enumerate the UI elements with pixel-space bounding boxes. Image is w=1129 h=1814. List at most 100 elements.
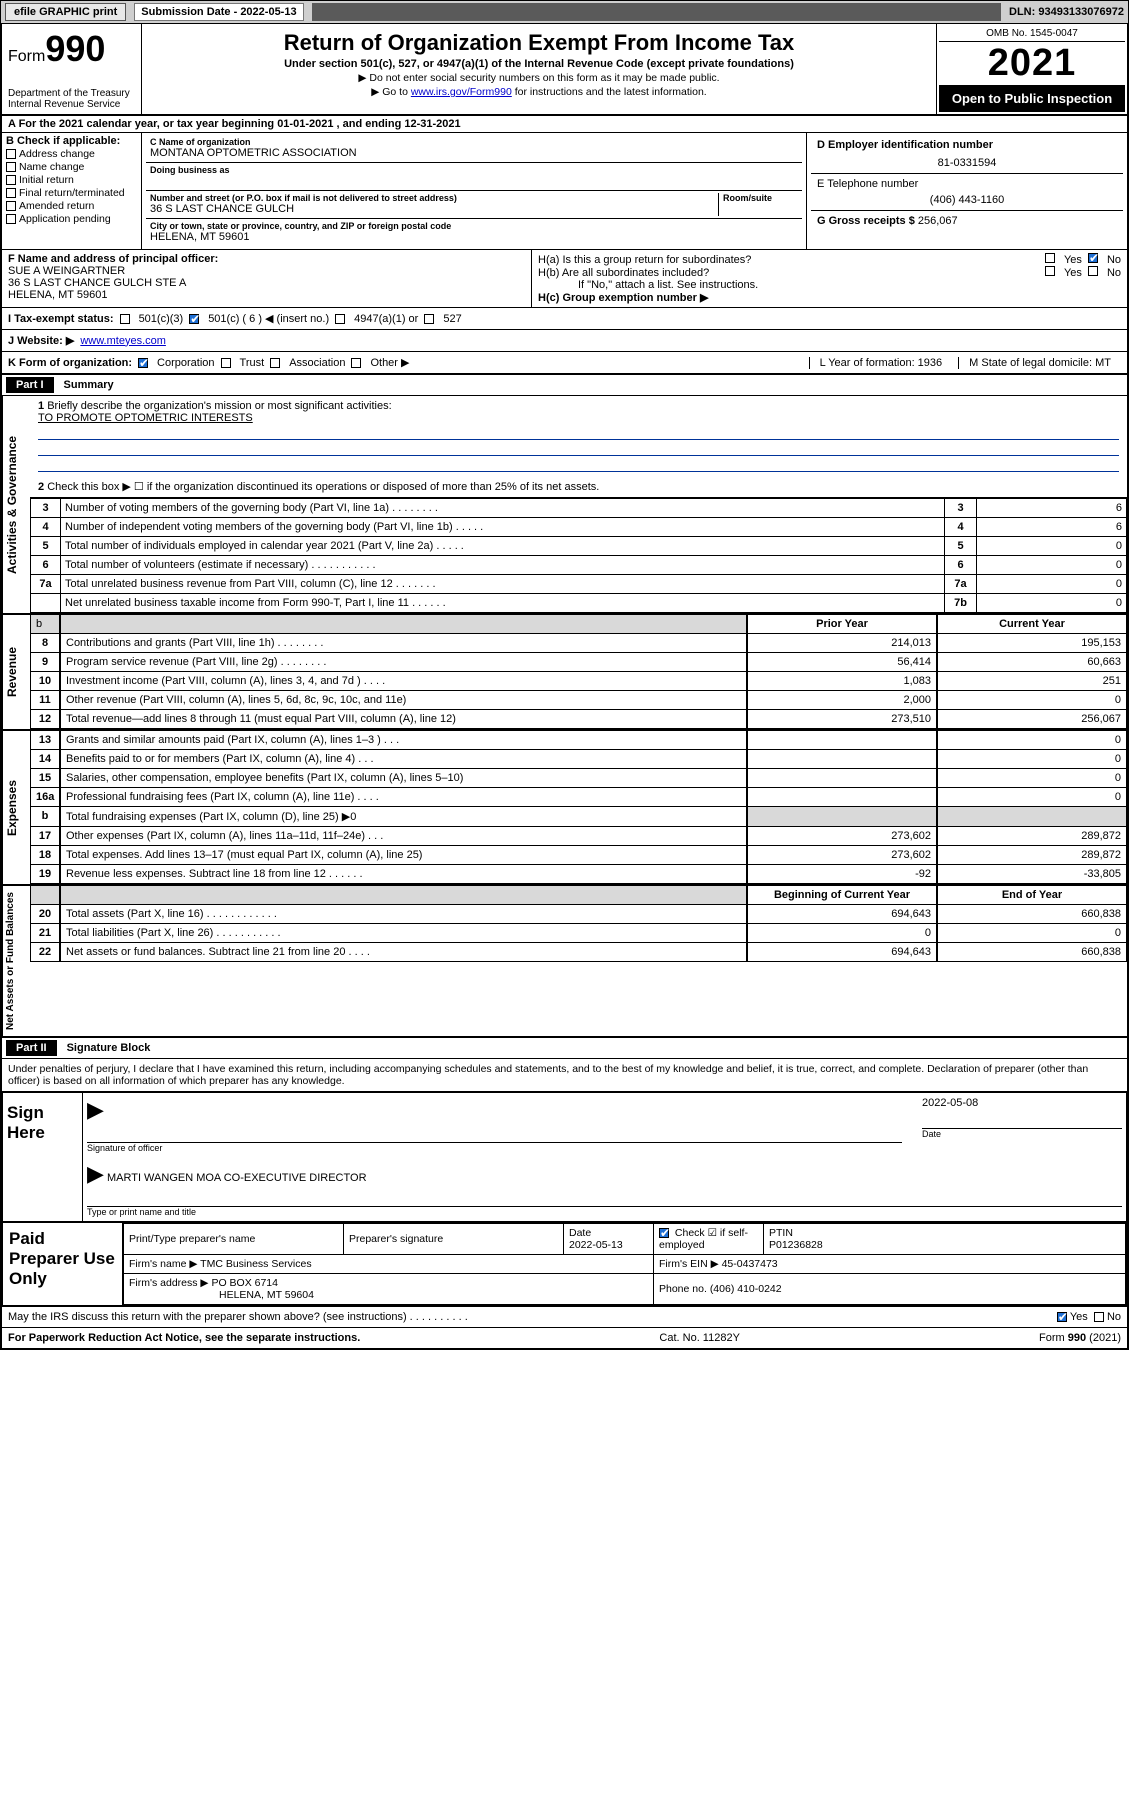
officer-typed-name: MARTI WANGEN MOA CO-EXECUTIVE DIRECTOR xyxy=(107,1172,367,1184)
part2-tag: Part II xyxy=(6,1040,57,1056)
self-emp-label: Check ☑ if self-employed xyxy=(659,1227,748,1251)
k-label: K Form of organization: xyxy=(8,357,132,369)
line1: 1 Briefly describe the organization's mi… xyxy=(30,396,1127,498)
uline3 xyxy=(38,458,1119,472)
ein-label: D Employer identification number xyxy=(817,139,1117,151)
signature-line[interactable] xyxy=(87,1123,902,1143)
efile-button[interactable]: efile GRAPHIC print xyxy=(5,3,126,21)
sub3-suffix: for instructions and the latest informat… xyxy=(512,86,707,98)
phone-value: (406) 443-1160 xyxy=(817,190,1117,206)
expenses-vlabel: Expenses xyxy=(2,731,30,884)
sig-date: 2022-05-08 xyxy=(922,1097,1122,1109)
street-label: Number and street (or P.O. box if mail i… xyxy=(150,193,718,203)
chk-initial[interactable]: Initial return xyxy=(6,174,137,186)
k-other[interactable] xyxy=(351,358,361,368)
discuss-yes[interactable] xyxy=(1057,1312,1067,1322)
box-f: F Name and address of principal officer:… xyxy=(2,250,532,307)
gov-row-7b: Net unrelated business taxable income fr… xyxy=(31,594,1127,613)
street: 36 S LAST CHANCE GULCH xyxy=(150,203,718,215)
ptin-value: P01236828 xyxy=(769,1239,823,1251)
spacer xyxy=(312,3,1001,21)
omb-number: OMB No. 1545-0047 xyxy=(939,26,1125,42)
chk-address[interactable]: Address change xyxy=(6,148,137,160)
exp-18: 18Total expenses. Add lines 13–17 (must … xyxy=(30,846,1127,865)
block-bcd: B Check if applicable: Address change Na… xyxy=(2,133,1127,250)
f-label: F Name and address of principal officer: xyxy=(8,253,525,265)
i-501c[interactable] xyxy=(189,314,199,324)
page-footer: For Paperwork Reduction Act Notice, see … xyxy=(2,1327,1127,1348)
part1-header: Part I Summary xyxy=(2,375,1127,396)
exp-15: 15Salaries, other compensation, employee… xyxy=(30,769,1127,788)
gov-row-3: 3Number of voting members of the governi… xyxy=(31,499,1127,518)
exp-17: 17Other expenses (Part IX, column (A), l… xyxy=(30,827,1127,846)
sig-arrow-icon: ▶ xyxy=(87,1097,104,1123)
date-label: Date xyxy=(922,1129,1122,1139)
header-left: Form990 Department of the Treasury Inter… xyxy=(2,24,142,114)
uline1 xyxy=(38,426,1119,440)
uline2 xyxy=(38,442,1119,456)
na-header: Beginning of Current Year End of Year xyxy=(30,886,1127,905)
discuss-row: May the IRS discuss this return with the… xyxy=(2,1306,1127,1327)
date-line xyxy=(922,1109,1122,1129)
sub3-prefix: ▶ Go to xyxy=(371,86,411,98)
exp-19: 19Revenue less expenses. Subtract line 1… xyxy=(30,865,1127,884)
part2-title: Signature Block xyxy=(67,1042,151,1054)
self-emp-check[interactable] xyxy=(659,1228,669,1238)
i-527[interactable] xyxy=(424,314,434,324)
k-corp[interactable] xyxy=(138,358,148,368)
curr-year-hdr: Current Year xyxy=(937,615,1127,634)
i-501c3[interactable] xyxy=(120,314,130,324)
city: HELENA, MT 59601 xyxy=(150,231,798,243)
chk-pending[interactable]: Application pending xyxy=(6,213,137,225)
open-inspection: Open to Public Inspection xyxy=(939,85,1125,112)
footer-right: Form 990 (2021) xyxy=(1039,1332,1121,1344)
k-trust[interactable] xyxy=(221,358,231,368)
rev-header: b Prior Year Current Year xyxy=(30,615,1127,634)
part2-header: Part II Signature Block xyxy=(2,1038,1127,1059)
h-b: H(b) Are all subordinates included? Yes … xyxy=(538,266,1121,279)
l2-text: Check this box ▶ ☐ if the organization d… xyxy=(47,481,599,493)
netassets-section: Net Assets or Fund Balances Beginning of… xyxy=(2,886,1127,1038)
sign-here-label: Sign Here xyxy=(3,1093,83,1221)
l-year: L Year of formation: 1936 xyxy=(809,357,953,369)
website-link[interactable]: www.mteyes.com xyxy=(80,335,166,347)
ha-no[interactable] xyxy=(1088,253,1098,263)
netassets-vlabel: Net Assets or Fund Balances xyxy=(2,886,30,1036)
i-label: I Tax-exempt status: xyxy=(8,313,114,325)
sig-label: Signature of officer xyxy=(87,1143,902,1153)
name-line xyxy=(87,1187,1122,1207)
firm-phone-label: Phone no. xyxy=(659,1283,707,1295)
submission-date: Submission Date - 2022-05-13 xyxy=(134,3,303,21)
na-21: 21Total liabilities (Part X, line 26) . … xyxy=(30,924,1127,943)
na-22: 22Net assets or fund balances. Subtract … xyxy=(30,943,1127,962)
part1-tag: Part I xyxy=(6,377,54,393)
gov-row-4: 4Number of independent voting members of… xyxy=(31,518,1127,537)
chk-final[interactable]: Final return/terminated xyxy=(6,187,137,199)
hb-yes[interactable] xyxy=(1045,266,1055,276)
row-k: K Form of organization: Corporation Trus… xyxy=(2,352,1127,375)
firm-addr2: HELENA, MT 59604 xyxy=(129,1289,648,1301)
form-990-number: 990 xyxy=(45,28,105,69)
part1-title: Summary xyxy=(64,379,114,391)
i-4947[interactable] xyxy=(335,314,345,324)
hb-no[interactable] xyxy=(1088,266,1098,276)
form-title: Return of Organization Exempt From Incom… xyxy=(146,30,932,56)
end-year-hdr: End of Year xyxy=(937,886,1127,905)
revenue-section: Revenue b Prior Year Current Year 8Contr… xyxy=(2,615,1127,731)
firm-label: Firm's name ▶ xyxy=(129,1258,197,1270)
org-name: MONTANA OPTOMETRIC ASSOCIATION xyxy=(150,147,798,159)
chk-name[interactable]: Name change xyxy=(6,161,137,173)
discuss-no[interactable] xyxy=(1094,1312,1104,1322)
exp-16a: 16aProfessional fundraising fees (Part I… xyxy=(30,788,1127,807)
footer-left: For Paperwork Reduction Act Notice, see … xyxy=(8,1332,360,1344)
rev-11: 11Other revenue (Part VIII, column (A), … xyxy=(30,691,1127,710)
rev-10: 10Investment income (Part VIII, column (… xyxy=(30,672,1127,691)
k-assoc[interactable] xyxy=(270,358,280,368)
exp-14: 14Benefits paid to or for members (Part … xyxy=(30,750,1127,769)
h-c: H(c) Group exemption number ▶ xyxy=(538,291,1121,304)
ha-yes[interactable] xyxy=(1045,253,1055,263)
chk-amended[interactable]: Amended return xyxy=(6,200,137,212)
paid-preparer: Paid Preparer Use Only Print/Type prepar… xyxy=(2,1222,1127,1306)
ein-value: 81-0331594 xyxy=(817,151,1117,169)
irs-link[interactable]: www.irs.gov/Form990 xyxy=(411,86,512,98)
